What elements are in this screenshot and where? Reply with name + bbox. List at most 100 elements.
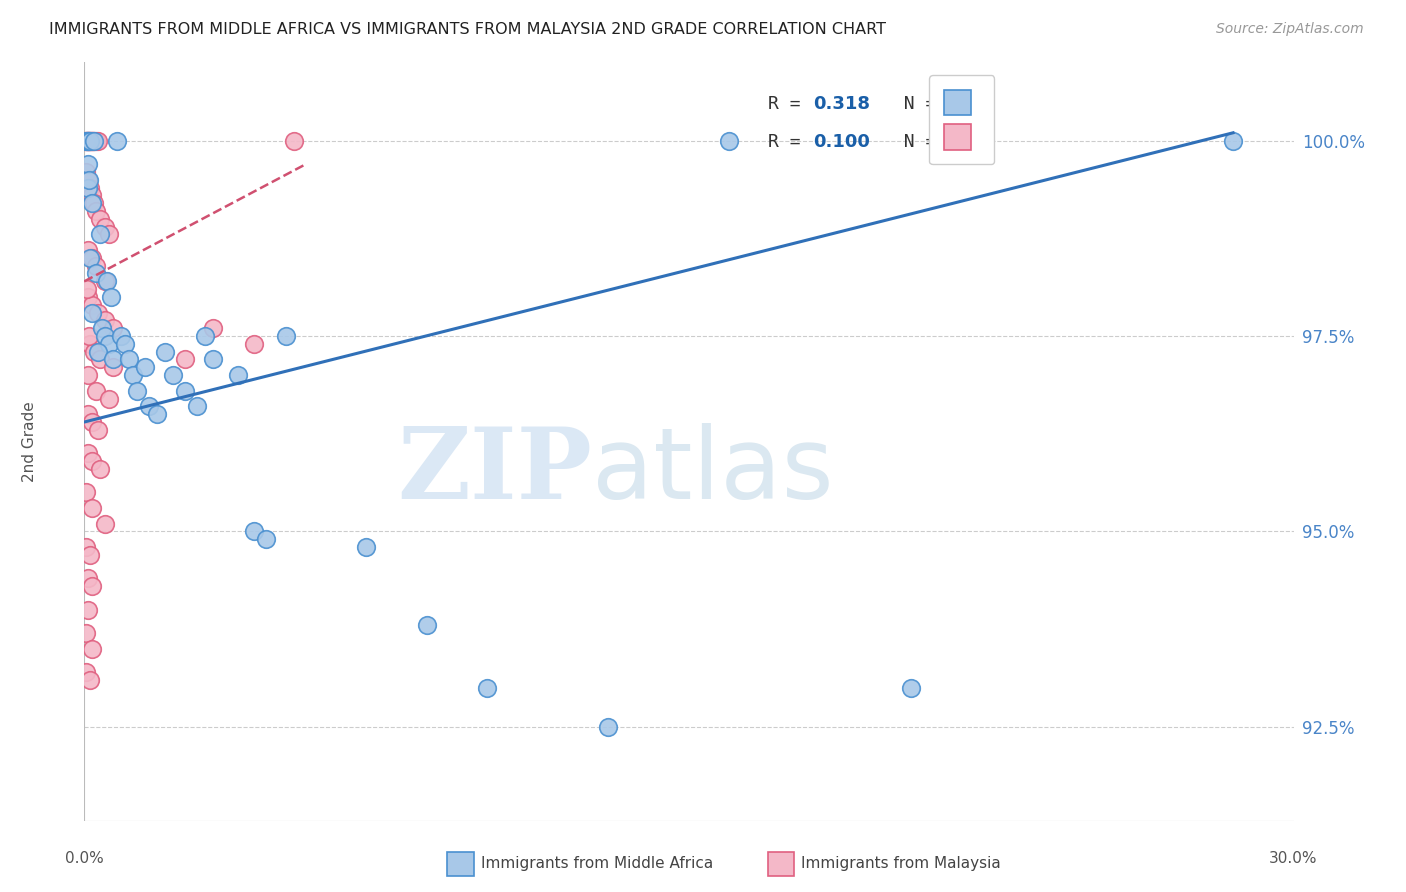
Point (86, 134, 108, 148)
Point (83, 134, 105, 148)
Point (77, 134, 100, 148)
Text: R =: R = (768, 95, 811, 113)
Point (242, 336, 264, 351)
Point (125, 384, 148, 398)
Point (121, 368, 143, 383)
Point (477, 681, 499, 695)
Point (80, 134, 103, 148)
Point (83, 134, 105, 148)
Text: 47: 47 (941, 95, 966, 113)
Point (101, 321, 124, 335)
Point (110, 329, 132, 343)
Legend: , : , (929, 75, 994, 164)
Point (75, 665, 97, 680)
Text: R =: R = (768, 133, 811, 151)
Point (598, 720, 620, 734)
Point (79, 548, 101, 562)
Text: N =: N = (883, 133, 948, 151)
Point (900, 681, 922, 695)
Point (82, 415, 104, 429)
Point (174, 384, 197, 398)
Point (77, 134, 100, 148)
Text: 0.318: 0.318 (814, 95, 870, 113)
Text: atlas: atlas (592, 424, 834, 520)
Point (97, 227, 120, 242)
Point (75, 540, 97, 554)
Point (82, 134, 104, 148)
Point (75, 134, 97, 148)
Point (75, 485, 97, 500)
Point (93, 329, 115, 343)
Point (82, 134, 104, 148)
Point (718, 134, 741, 148)
Point (114, 336, 136, 351)
Point (202, 352, 225, 367)
FancyBboxPatch shape (768, 852, 794, 876)
Text: 0.0%: 0.0% (65, 851, 104, 866)
Point (75, 134, 97, 148)
Point (77, 180, 100, 194)
Point (87, 423, 110, 437)
Text: 0.100: 0.100 (814, 133, 870, 151)
Point (77, 329, 100, 343)
Point (77, 172, 100, 186)
Point (87, 344, 110, 359)
Point (86, 259, 108, 273)
Text: 2nd Grade: 2nd Grade (22, 401, 38, 482)
Point (162, 368, 184, 383)
Point (76, 134, 98, 148)
Point (91, 321, 114, 335)
Point (186, 400, 208, 414)
Point (77, 243, 100, 257)
Point (79, 673, 101, 687)
Text: Immigrants from Middle Africa: Immigrants from Middle Africa (481, 856, 713, 871)
Point (82, 454, 104, 468)
Point (86, 267, 108, 281)
Point (76, 157, 98, 171)
Point (1222, 134, 1244, 148)
Point (87, 305, 110, 319)
Point (77, 368, 100, 383)
Point (75, 165, 97, 179)
Text: 63: 63 (941, 133, 966, 151)
Point (76, 134, 98, 148)
Point (101, 352, 124, 367)
Point (77, 172, 100, 186)
Point (93, 313, 115, 327)
Point (75, 134, 97, 148)
Point (146, 407, 169, 421)
FancyBboxPatch shape (447, 852, 474, 876)
Point (97, 392, 120, 406)
Point (79, 134, 101, 148)
Text: 30.0%: 30.0% (1270, 851, 1317, 866)
Point (134, 360, 156, 375)
Point (86, 384, 108, 398)
Point (194, 329, 217, 343)
Point (89, 352, 111, 367)
Point (76, 602, 98, 616)
Point (80, 134, 103, 148)
Point (93, 219, 115, 234)
Point (79, 180, 101, 194)
Point (105, 134, 128, 148)
Point (77, 290, 100, 304)
Point (79, 336, 101, 351)
Point (86, 203, 108, 218)
Point (83, 196, 105, 211)
Point (82, 500, 104, 515)
Point (93, 516, 115, 531)
Point (283, 134, 305, 148)
Point (174, 352, 197, 367)
Point (356, 540, 378, 554)
Text: Immigrants from Malaysia: Immigrants from Malaysia (801, 856, 1001, 871)
Point (226, 368, 249, 383)
Text: IMMIGRANTS FROM MIDDLE AFRICA VS IMMIGRANTS FROM MALAYSIA 2ND GRADE CORRELATION : IMMIGRANTS FROM MIDDLE AFRICA VS IMMIGRA… (49, 22, 886, 37)
Point (153, 344, 176, 359)
Point (202, 321, 225, 335)
Point (97, 336, 120, 351)
Point (242, 524, 264, 539)
Point (89, 211, 111, 226)
Point (80, 196, 103, 211)
Point (89, 227, 111, 242)
Point (83, 344, 105, 359)
